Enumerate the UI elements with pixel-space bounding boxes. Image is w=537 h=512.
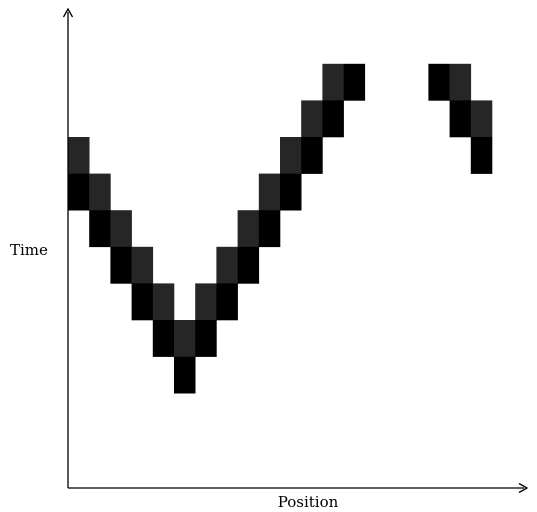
cell-gray-12 xyxy=(195,283,217,321)
cell-gray-20 xyxy=(280,137,302,174)
cell-dark-19 xyxy=(258,210,281,248)
cell-dark-15 xyxy=(216,283,238,321)
position-axis-arrowhead xyxy=(518,482,529,494)
cell-dark-27 xyxy=(428,63,450,101)
cell-dark-17 xyxy=(237,246,260,284)
cell-dark-9 xyxy=(152,320,175,357)
cell-gray-24 xyxy=(322,63,344,101)
cell-gray-28 xyxy=(449,63,472,101)
cell-gray-4 xyxy=(110,210,132,248)
cell-gray-8 xyxy=(152,283,175,321)
cell-dark-21 xyxy=(280,173,302,211)
cell-gray-18 xyxy=(258,173,281,211)
cell-grid xyxy=(68,63,493,394)
cell-gray-0 xyxy=(68,137,90,174)
cell-dark-1 xyxy=(68,173,90,211)
cell-dark-23 xyxy=(301,137,323,174)
cell-gray-6 xyxy=(131,246,154,284)
cell-dark-29 xyxy=(449,100,472,138)
cell-dark-26 xyxy=(343,63,366,101)
cell-gray-10 xyxy=(174,320,196,357)
time-axis-arrowhead xyxy=(62,7,74,18)
cell-dark-5 xyxy=(110,246,132,284)
cell-gray-2 xyxy=(89,173,111,211)
cell-gray-30 xyxy=(470,100,493,138)
cell-dark-11 xyxy=(174,356,196,394)
cell-gray-16 xyxy=(237,210,260,248)
cell-gray-22 xyxy=(301,100,323,138)
position-axis-label: Position xyxy=(278,493,339,511)
cell-gray-14 xyxy=(216,246,238,284)
cell-dark-13 xyxy=(195,320,217,357)
cell-dark-31 xyxy=(470,137,493,174)
cell-dark-7 xyxy=(131,283,154,321)
time-axis-label: Time xyxy=(10,241,48,259)
cell-dark-3 xyxy=(89,210,111,248)
cell-dark-25 xyxy=(322,100,344,138)
